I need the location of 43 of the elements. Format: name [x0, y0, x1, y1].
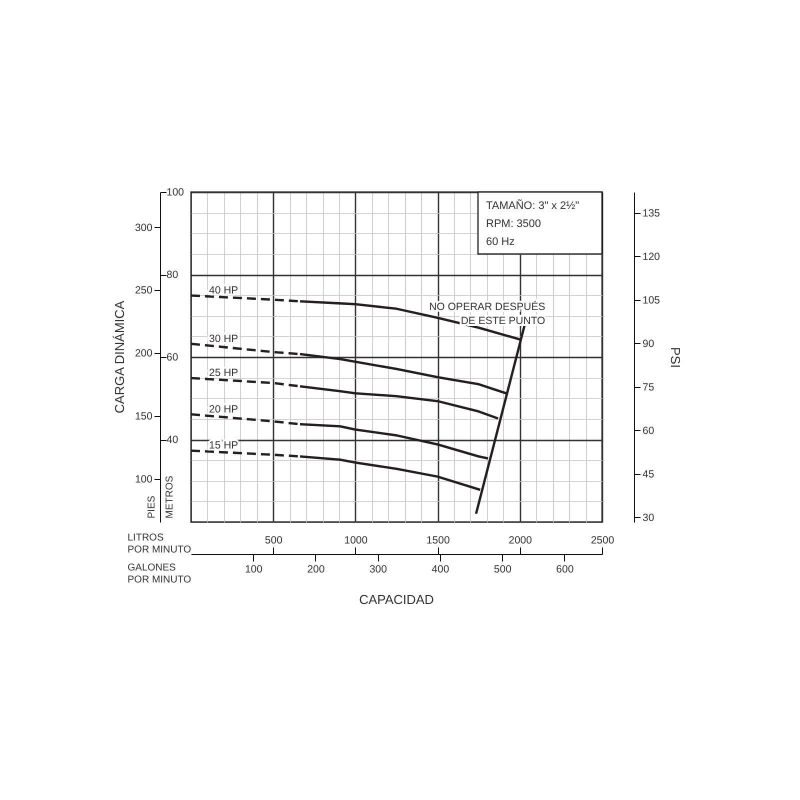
x2-tick-label: 100: [244, 564, 263, 576]
y2-tick-label: 100: [134, 473, 153, 486]
y-tick-label: 80: [166, 269, 178, 281]
y2-tick-label: 200: [134, 348, 153, 360]
x2-tick-label: 600: [556, 564, 574, 576]
y2-tick-label: 250: [134, 284, 153, 297]
y-tick-label: 100: [166, 186, 184, 198]
x2-tick-label: 500: [494, 564, 512, 576]
y3-tick-label: 120: [642, 250, 660, 263]
x2-tick-label: 300: [369, 564, 388, 576]
x-tick-label: 2500: [590, 534, 614, 546]
y-tick-label: 60: [166, 352, 178, 364]
series-label: 15 HP: [209, 440, 238, 452]
y3-tick-label: 45: [642, 468, 654, 480]
y3-axis-title: PSI: [668, 347, 684, 368]
y2-axis-title: PIES: [146, 495, 158, 518]
y-tick-label: 40: [166, 434, 178, 446]
series-label: 30 HP: [209, 332, 238, 345]
text: CAPACIDAD: [359, 592, 434, 607]
y3-tick-label: 75: [642, 381, 654, 394]
x2-tick-label: 400: [432, 564, 450, 576]
text: CARGA DINÁMICA: [112, 300, 127, 414]
y3-tick-label: 105: [642, 294, 660, 306]
annotation: TAMAÑO: 3" x 2½": [486, 199, 580, 212]
x-tick-label: 500: [264, 534, 283, 546]
series-label: 40 HP: [209, 284, 238, 297]
series-label: 20 HP: [209, 403, 238, 416]
y3-tick-label: 60: [642, 424, 654, 437]
annotation: RPM: 3500: [486, 218, 542, 230]
x2-axis-title: GALONES POR MINUTO: [128, 562, 192, 586]
annotation: 60 Hz: [486, 236, 515, 248]
y-axis-title: METROS: [164, 475, 176, 518]
x-axis-title: LITROS POR MINUTO: [128, 532, 192, 556]
x2-tick-label: 200: [307, 564, 325, 576]
x-tick-label: 2000: [508, 534, 532, 546]
x-tick-label: 1000: [344, 534, 368, 546]
x-tick-label: 1500: [426, 534, 450, 546]
y2-tick-label: 300: [134, 222, 153, 234]
y3-tick-label: 30: [642, 512, 654, 524]
y2-tick-label: 150: [134, 410, 153, 422]
y3-tick-label: 90: [642, 338, 654, 350]
series-label: 25 HP: [209, 367, 238, 380]
y3-tick-label: 135: [642, 207, 660, 220]
